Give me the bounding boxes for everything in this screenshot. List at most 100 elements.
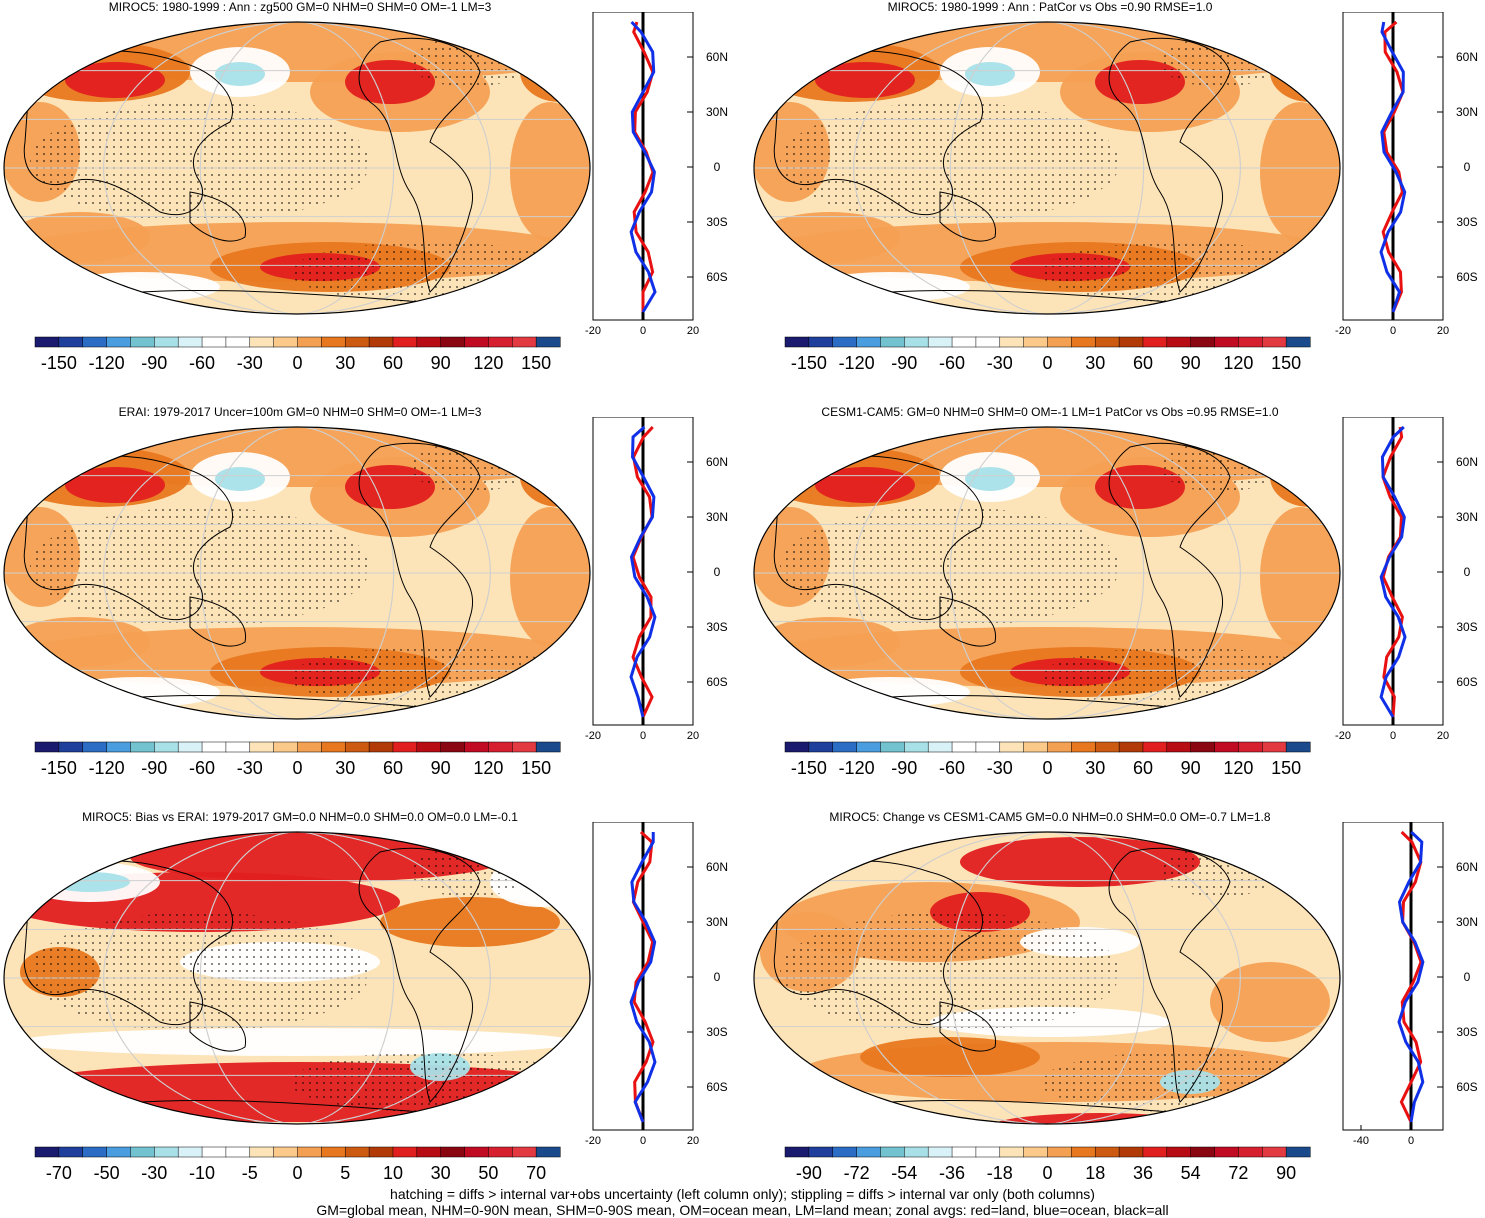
- colorbar: -150 -120 -90 -60 -30 0 30 60 90 120 150: [784, 741, 1311, 778]
- map: [754, 427, 1340, 719]
- colorbar-swatch: [225, 1146, 251, 1158]
- profile-x-tick: -20: [585, 730, 601, 742]
- colorbar-swatch: [416, 741, 442, 753]
- colorbar-tick-label: -90: [796, 1163, 822, 1183]
- panel-graphics: -150-120-90-60-300306090120150m60N30N030…: [3, 12, 728, 373]
- profile-lat-label: 60N: [1456, 860, 1478, 874]
- colorbar-tick-label: -30: [987, 353, 1013, 373]
- panel-6: MIROC5: Change vs CESM1-CAM5 GM=0.0 NHM=…: [750, 810, 1485, 1210]
- field-contour: [1260, 507, 1340, 647]
- colorbar-swatch: [106, 1146, 132, 1158]
- colorbar-swatch: [927, 336, 953, 348]
- colorbar-tick-label: 90: [1181, 353, 1201, 373]
- colorbar-swatch: [177, 741, 203, 753]
- colorbar-swatch: [368, 336, 394, 348]
- colorbar-tick-label: 30: [1085, 758, 1105, 778]
- field-contour: [17, 1028, 577, 1056]
- colorbar-swatch: [1285, 336, 1311, 348]
- colorbar-swatch: [82, 741, 108, 753]
- profile-x-tick: 20: [1437, 325, 1449, 337]
- colorbar-swatch: [1142, 1146, 1168, 1158]
- colorbar-tick-label: -30: [987, 758, 1013, 778]
- colorbar-swatch: [512, 741, 537, 753]
- colorbar-swatch: [1238, 741, 1263, 753]
- colorbar-tick-label: -72: [844, 1163, 870, 1183]
- colorbar-swatch: [154, 741, 179, 753]
- colorbar-tick-label: -120: [839, 758, 875, 778]
- profile-lat-label: 60N: [706, 455, 728, 469]
- profile-x-tick: 0: [1408, 1135, 1414, 1147]
- colorbar-swatch: [784, 1146, 810, 1158]
- colorbar-swatch: [1118, 741, 1144, 753]
- colorbar-swatch: [416, 1146, 442, 1158]
- colorbar-swatch: [58, 1146, 84, 1158]
- profile-ocean-curve: [629, 425, 657, 718]
- colorbar-swatch: [82, 1146, 108, 1158]
- panel-title: MIROC5: Bias vs ERAI: 1979-2017 GM=0.0 N…: [82, 810, 518, 824]
- field-contour: [965, 467, 1015, 491]
- colorbar-tick-label: -60: [189, 353, 215, 373]
- colorbar-tick-label: 90: [431, 758, 451, 778]
- colorbar-swatch: [951, 336, 977, 348]
- colorbar-swatch: [1023, 336, 1049, 348]
- field-contour: [810, 272, 970, 302]
- profile-lat-label: 60S: [1456, 1080, 1477, 1094]
- profile-lat-label: 60S: [706, 675, 727, 689]
- profile-land-curve: [631, 425, 654, 718]
- profile-lat-label: 0: [1464, 565, 1471, 579]
- colorbar-swatch: [904, 741, 929, 753]
- profile-x-tick: 20: [687, 1135, 699, 1147]
- colorbar-swatch: [201, 336, 227, 348]
- profile-lat-label: 0: [714, 160, 721, 174]
- field-contour: [965, 62, 1015, 86]
- colorbar-swatch: [392, 336, 418, 348]
- colorbar-tick-label: 90: [1276, 1163, 1296, 1183]
- field-contour: [810, 677, 970, 707]
- colorbar-tick-label: 54: [1181, 1163, 1201, 1183]
- colorbar-swatch: [1214, 336, 1239, 348]
- colorbar-swatch: [951, 1146, 977, 1158]
- colorbar-swatch: [34, 1146, 60, 1158]
- colorbar-swatch: [464, 1146, 489, 1158]
- colorbar-swatch: [130, 1146, 155, 1158]
- colorbar-swatch: [904, 1146, 929, 1158]
- profile-lat-label: 60N: [1456, 50, 1478, 64]
- colorbar-swatch: [1190, 336, 1216, 348]
- profile-ocean-curve: [1379, 425, 1407, 718]
- panel-3: ERAI: 1979-2017 Uncer=100m GM=0 NHM=0 SH…: [0, 405, 745, 805]
- colorbar-tick-label: 90: [431, 353, 451, 373]
- colorbar-swatch: [488, 336, 513, 348]
- profile-x-tick: 0: [640, 730, 646, 742]
- colorbar-swatch: [130, 741, 155, 753]
- profile-lat-label: 30N: [706, 915, 728, 929]
- colorbar-tick-label: 0: [292, 353, 302, 373]
- colorbar-swatch: [392, 1146, 418, 1158]
- colorbar-swatch: [1166, 741, 1192, 753]
- field-contour: [520, 447, 590, 507]
- colorbar-swatch: [1190, 741, 1216, 753]
- colorbar-tick-label: 0: [292, 1163, 302, 1183]
- profile-land-curve: [1399, 830, 1423, 1123]
- colorbar-swatch: [440, 1146, 466, 1158]
- colorbar-swatch: [1166, 336, 1192, 348]
- colorbar-tick-label: 5: [340, 1163, 350, 1183]
- colorbar-tick-label: -60: [189, 758, 215, 778]
- colorbar-swatch: [1262, 1146, 1287, 1158]
- colorbar-tick-label: 150: [521, 353, 551, 373]
- colorbar-swatch: [951, 741, 977, 753]
- colorbar-swatch: [154, 336, 179, 348]
- colorbar-tick-label: -54: [891, 1163, 917, 1183]
- colorbar-swatch: [464, 741, 489, 753]
- field-contour: [815, 467, 915, 503]
- colorbar-swatch: [1023, 741, 1049, 753]
- colorbar-tick-label: -120: [89, 353, 125, 373]
- profile-x-tick: 0: [1390, 325, 1396, 337]
- graticule: [4, 427, 590, 719]
- map: [4, 832, 590, 1124]
- profile-x-tick: 0: [640, 325, 646, 337]
- colorbar-swatch: [488, 1146, 513, 1158]
- colorbar-swatch: [440, 741, 466, 753]
